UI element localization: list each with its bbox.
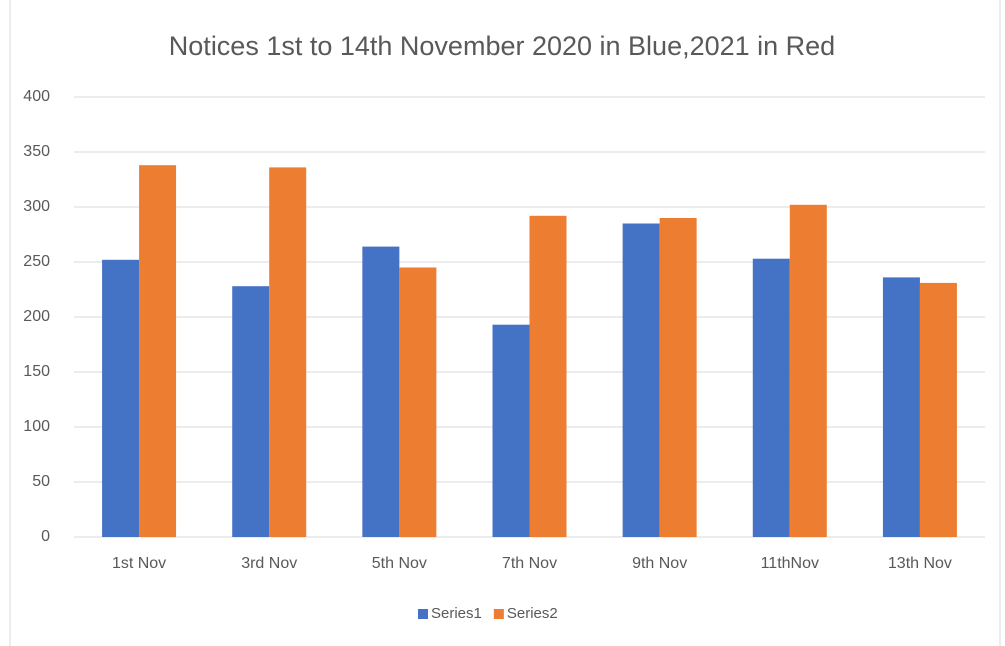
bar xyxy=(269,167,307,537)
legend-label: Series2 xyxy=(507,605,558,622)
y-tick-label: 250 xyxy=(23,253,50,270)
bar xyxy=(659,218,697,537)
bar xyxy=(882,277,920,537)
bar xyxy=(139,165,177,537)
x-tick-label: 13th Nov xyxy=(888,555,952,572)
x-tick-label: 11thNov xyxy=(761,555,819,572)
bar xyxy=(102,259,140,537)
bar xyxy=(752,258,790,537)
y-tick-label: 50 xyxy=(32,473,50,490)
x-tick-label: 7th Nov xyxy=(502,555,557,572)
legend-swatch xyxy=(493,609,504,619)
y-tick-label: 400 xyxy=(23,88,50,105)
y-tick-label: 0 xyxy=(41,528,50,545)
legend-label: Series1 xyxy=(431,605,482,622)
legend-swatch xyxy=(418,609,428,619)
x-tick-label: 5th Nov xyxy=(372,555,427,572)
bar xyxy=(622,223,660,537)
x-tick-label: 1st Nov xyxy=(112,555,166,572)
bar xyxy=(919,282,957,537)
y-tick-label: 350 xyxy=(23,143,50,160)
x-tick-label: 9th Nov xyxy=(632,555,687,572)
bar xyxy=(362,246,400,537)
y-tick-label: 150 xyxy=(23,363,50,380)
x-tick-label: 3rd Nov xyxy=(241,555,297,572)
bar xyxy=(399,267,437,537)
bar xyxy=(492,324,530,537)
y-tick-label: 200 xyxy=(23,308,50,325)
y-tick-label: 100 xyxy=(23,418,50,435)
bar xyxy=(232,286,270,537)
y-tick-label: 300 xyxy=(23,198,50,215)
bar xyxy=(789,204,827,538)
chart-title: Notices 1st to 14th November 2020 in Blu… xyxy=(169,31,835,61)
bar xyxy=(529,215,567,538)
